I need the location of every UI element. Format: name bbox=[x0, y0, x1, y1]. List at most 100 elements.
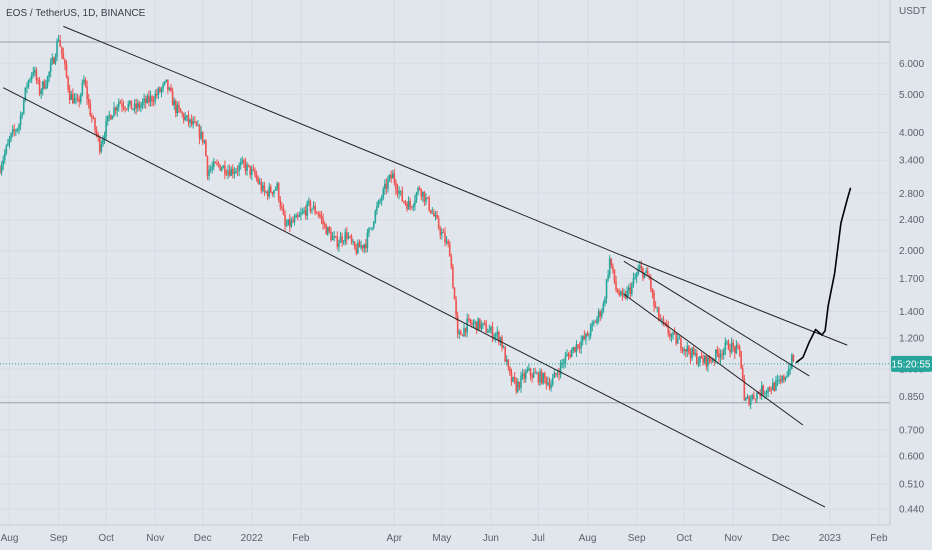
candle bbox=[314, 202, 316, 216]
candle bbox=[596, 315, 598, 326]
candle-body bbox=[737, 344, 739, 347]
candle-body bbox=[396, 189, 399, 194]
candle bbox=[89, 99, 92, 117]
y-tick-label: 0.850 bbox=[899, 392, 924, 403]
candle-body bbox=[235, 170, 237, 173]
candle bbox=[222, 164, 225, 169]
candle-body bbox=[372, 222, 375, 228]
candle-body bbox=[371, 227, 373, 229]
candle bbox=[206, 155, 209, 180]
candle bbox=[141, 98, 144, 110]
trendline bbox=[63, 25, 621, 256]
candle bbox=[661, 317, 663, 325]
candle-body bbox=[143, 98, 145, 103]
candle bbox=[545, 376, 548, 390]
candle bbox=[564, 351, 567, 368]
candle bbox=[94, 117, 96, 134]
candle-body bbox=[536, 373, 538, 374]
candle-body bbox=[407, 201, 410, 210]
candle bbox=[146, 93, 149, 104]
candle-body bbox=[643, 272, 646, 278]
candle-body bbox=[688, 346, 690, 353]
candle bbox=[110, 114, 112, 120]
candle-body bbox=[738, 346, 741, 351]
candle bbox=[271, 191, 274, 197]
candle bbox=[509, 366, 511, 376]
candle bbox=[737, 342, 739, 350]
candle-body bbox=[581, 336, 584, 341]
candle-body bbox=[621, 291, 624, 296]
candle-body bbox=[41, 81, 44, 91]
candle-body bbox=[236, 170, 239, 172]
candle-body bbox=[46, 76, 49, 86]
candle bbox=[113, 101, 115, 118]
candle-body bbox=[27, 80, 30, 87]
candle-body bbox=[656, 307, 659, 309]
candle-body bbox=[775, 380, 777, 391]
plot-area[interactable] bbox=[0, 0, 890, 525]
candle bbox=[700, 351, 703, 359]
candle-body bbox=[616, 289, 619, 293]
candle-body bbox=[298, 215, 301, 217]
candle-body bbox=[529, 368, 532, 376]
candle-body bbox=[84, 79, 87, 87]
candle-body bbox=[604, 298, 606, 304]
candle-body bbox=[388, 175, 391, 180]
candle bbox=[550, 379, 552, 392]
candle-body bbox=[654, 306, 657, 308]
candle bbox=[114, 106, 117, 115]
candle-body bbox=[498, 332, 500, 343]
candle bbox=[600, 308, 603, 319]
candle bbox=[463, 323, 465, 338]
candle-body bbox=[591, 323, 594, 326]
candle-body bbox=[303, 210, 305, 212]
y-tick-label: 0.440 bbox=[899, 505, 924, 516]
candle bbox=[281, 202, 283, 212]
candle-body bbox=[556, 373, 559, 375]
candle-body bbox=[517, 381, 519, 392]
candle bbox=[344, 228, 347, 246]
candle bbox=[217, 161, 220, 168]
time-axis[interactable]: Aug Sep Oct Nov Dec 2022 Feb Apr May Jun Jul Aug Sep… bbox=[1, 533, 888, 544]
candle bbox=[643, 272, 646, 279]
candle-body bbox=[293, 217, 296, 222]
candle bbox=[572, 346, 575, 354]
candle-body bbox=[206, 156, 209, 177]
candle-body bbox=[657, 307, 660, 319]
candle bbox=[653, 289, 655, 312]
candle bbox=[37, 77, 39, 85]
candle-body bbox=[531, 375, 533, 378]
candle bbox=[181, 111, 183, 118]
candle bbox=[2, 155, 4, 171]
candle-body bbox=[762, 385, 765, 395]
candle-body bbox=[70, 93, 73, 100]
candle bbox=[59, 34, 61, 48]
candle-body bbox=[124, 107, 126, 109]
candle-body bbox=[667, 325, 670, 334]
candle bbox=[422, 191, 424, 203]
candle-body bbox=[184, 116, 187, 120]
candle-body bbox=[11, 129, 14, 134]
candle bbox=[205, 139, 207, 157]
candle-body bbox=[309, 200, 312, 211]
candle bbox=[452, 263, 454, 289]
candle bbox=[510, 368, 513, 386]
candle-body bbox=[282, 208, 285, 215]
candle bbox=[707, 356, 709, 372]
candle-body bbox=[722, 349, 725, 355]
candle bbox=[178, 100, 180, 114]
candle bbox=[171, 87, 174, 106]
candle bbox=[748, 395, 750, 407]
candle bbox=[224, 160, 226, 180]
candle bbox=[726, 339, 728, 345]
candle bbox=[8, 136, 11, 149]
candle-body bbox=[217, 163, 220, 165]
countdown-badge bbox=[891, 355, 932, 372]
candle bbox=[320, 210, 323, 225]
candle bbox=[380, 194, 383, 206]
candle-body bbox=[19, 115, 22, 125]
candle bbox=[760, 381, 763, 401]
candle bbox=[756, 391, 758, 404]
candle bbox=[784, 376, 787, 382]
candle-body bbox=[336, 237, 339, 247]
